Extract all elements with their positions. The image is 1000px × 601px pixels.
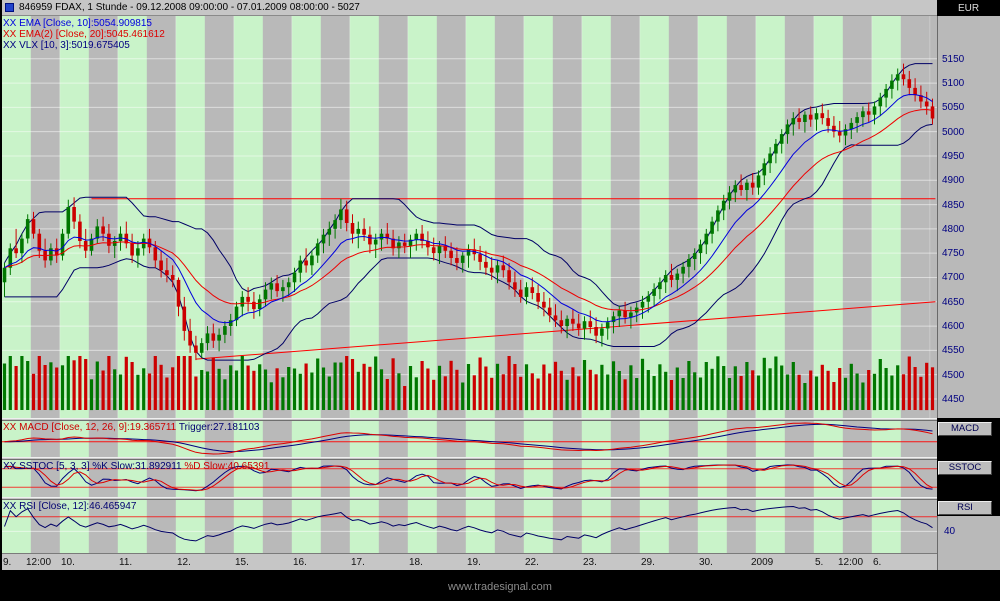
time-axis-label: 9. — [3, 557, 12, 568]
legend-ema20: XX EMA(2) [Close, 20]:5045.461612 — [3, 29, 165, 40]
price-tick-label: 5150 — [942, 54, 965, 65]
sstoc-canvas[interactable] — [0, 460, 937, 497]
indicator-legend: XX EMA [Close, 10]:5054.909815 XX EMA(2)… — [3, 18, 165, 51]
panel-splitter[interactable] — [0, 457, 937, 460]
time-axis-label: 12:00 — [838, 557, 864, 568]
volume-bars — [2, 356, 935, 411]
price-tick-label: 4950 — [942, 151, 965, 162]
price-tick-label: 4500 — [942, 370, 965, 381]
session-stripes — [1, 500, 901, 553]
macd-header: XX MACD [Close, 12, 26, 9]:19.365711 Tri… — [3, 422, 259, 433]
session-stripes — [1, 421, 901, 457]
time-axis-label: 10. — [61, 557, 75, 568]
sstoc-header-d: %D Slow:40.65391 — [184, 461, 270, 472]
time-axis-label: 2009 — [751, 557, 774, 568]
legend-vlx: XX VLX [10, 3]:5019.675405 — [3, 40, 130, 51]
price-tick-label: 4850 — [942, 200, 965, 211]
macd-panel: XX MACD [Close, 12, 26, 9]:19.365711 Tri… — [0, 421, 937, 457]
price-chart-canvas[interactable] — [0, 16, 937, 418]
rsi-axis-label: 40 — [944, 526, 956, 537]
price-tick-label: 4550 — [942, 345, 965, 356]
macd-panel-button[interactable]: MACD — [938, 422, 992, 436]
price-tick-label: 4800 — [942, 224, 965, 235]
sstoc-panel-button[interactable]: SSTOC — [938, 461, 992, 475]
price-tick-label: 4650 — [942, 297, 965, 308]
rsi-canvas[interactable] — [0, 500, 937, 553]
sstoc-panel: XX SSTOC [5, 3, 3] %K Slow:31.892911 %D … — [0, 460, 937, 497]
time-axis-label: 11. — [119, 557, 133, 568]
time-axis-label: 22. — [525, 557, 539, 568]
time-axis-label: 23. — [583, 557, 597, 568]
price-tick-label: 4700 — [942, 272, 965, 283]
bottom-bar: www.tradesignal.com — [0, 570, 1000, 601]
time-axis: 9. 12:00 10. 11. 12. 15. 16. 17. 18. 19. 22. 23. 29.… — [0, 553, 937, 570]
price-tick-label: 4750 — [942, 248, 965, 259]
time-axis-label: 12. — [177, 557, 191, 568]
macd-header-main: XX MACD [Close, 12, 26, 9]:19.365711 — [3, 422, 177, 433]
rsi-header: XX RSI [Close, 12]:46.465947 — [3, 501, 136, 512]
price-tick-label: 4450 — [942, 394, 965, 405]
price-tick-label: 4900 — [942, 175, 965, 186]
price-tick-label: 4600 — [942, 321, 965, 332]
sstoc-header-main: XX SSTOC [5, 3, 3] %K Slow:31.892911 — [3, 461, 182, 472]
chart-titlebar: 846959 FDAX, 1 Stunde - 09.12.2008 09:00… — [0, 0, 937, 16]
price-tick-label: 5050 — [942, 102, 965, 113]
right-axis-column: 5150 5100 5050 5000 4950 4900 4850 4800 4750 4700… — [937, 16, 1000, 570]
rsi-panel-button[interactable]: RSI — [938, 501, 992, 515]
sstoc-header: XX SSTOC [5, 3, 3] %K Slow:31.892911 %D … — [3, 461, 269, 472]
chart-icon — [5, 3, 14, 12]
session-stripes — [1, 460, 901, 497]
legend-ema10: XX EMA [Close, 10]:5054.909815 — [3, 18, 152, 29]
panel-splitter[interactable] — [0, 418, 937, 421]
rsi-axis: 40 — [937, 516, 1000, 570]
time-axis-label: 30. — [699, 557, 713, 568]
time-axis-label: 18. — [409, 557, 423, 568]
price-tick-label: 5100 — [942, 78, 965, 89]
time-axis-label: 17. — [351, 557, 365, 568]
time-axis-label: 15. — [235, 557, 249, 568]
time-axis-label: 6. — [873, 557, 882, 568]
time-axis-label: 5. — [815, 557, 824, 568]
price-tick-label: 5000 — [942, 127, 965, 138]
session-stripes — [1, 16, 901, 418]
rsi-header-main: XX RSI [Close, 12]:46.465947 — [3, 501, 137, 512]
chart-title: 846959 FDAX, 1 Stunde - 09.12.2008 09:00… — [19, 2, 360, 13]
time-axis-label: 19. — [467, 557, 481, 568]
price-axis[interactable]: 5150 5100 5050 5000 4950 4900 4850 4800 4750 4700… — [937, 16, 1000, 418]
macd-header-trigger: Trigger:27.181103 — [178, 422, 260, 433]
window-left-border — [0, 0, 2, 601]
currency-badge: EUR — [937, 0, 1000, 16]
macd-canvas[interactable] — [0, 421, 937, 457]
main-price-panel: XX EMA [Close, 10]:5054.909815 XX EMA(2)… — [0, 16, 937, 418]
time-axis-label: 16. — [293, 557, 307, 568]
watermark: www.tradesignal.com — [448, 581, 552, 593]
time-axis-label: 29. — [641, 557, 655, 568]
time-axis-label: 12:00 — [26, 557, 52, 568]
panel-splitter[interactable] — [0, 497, 937, 500]
rsi-panel: XX RSI [Close, 12]:46.465947 — [0, 500, 937, 553]
